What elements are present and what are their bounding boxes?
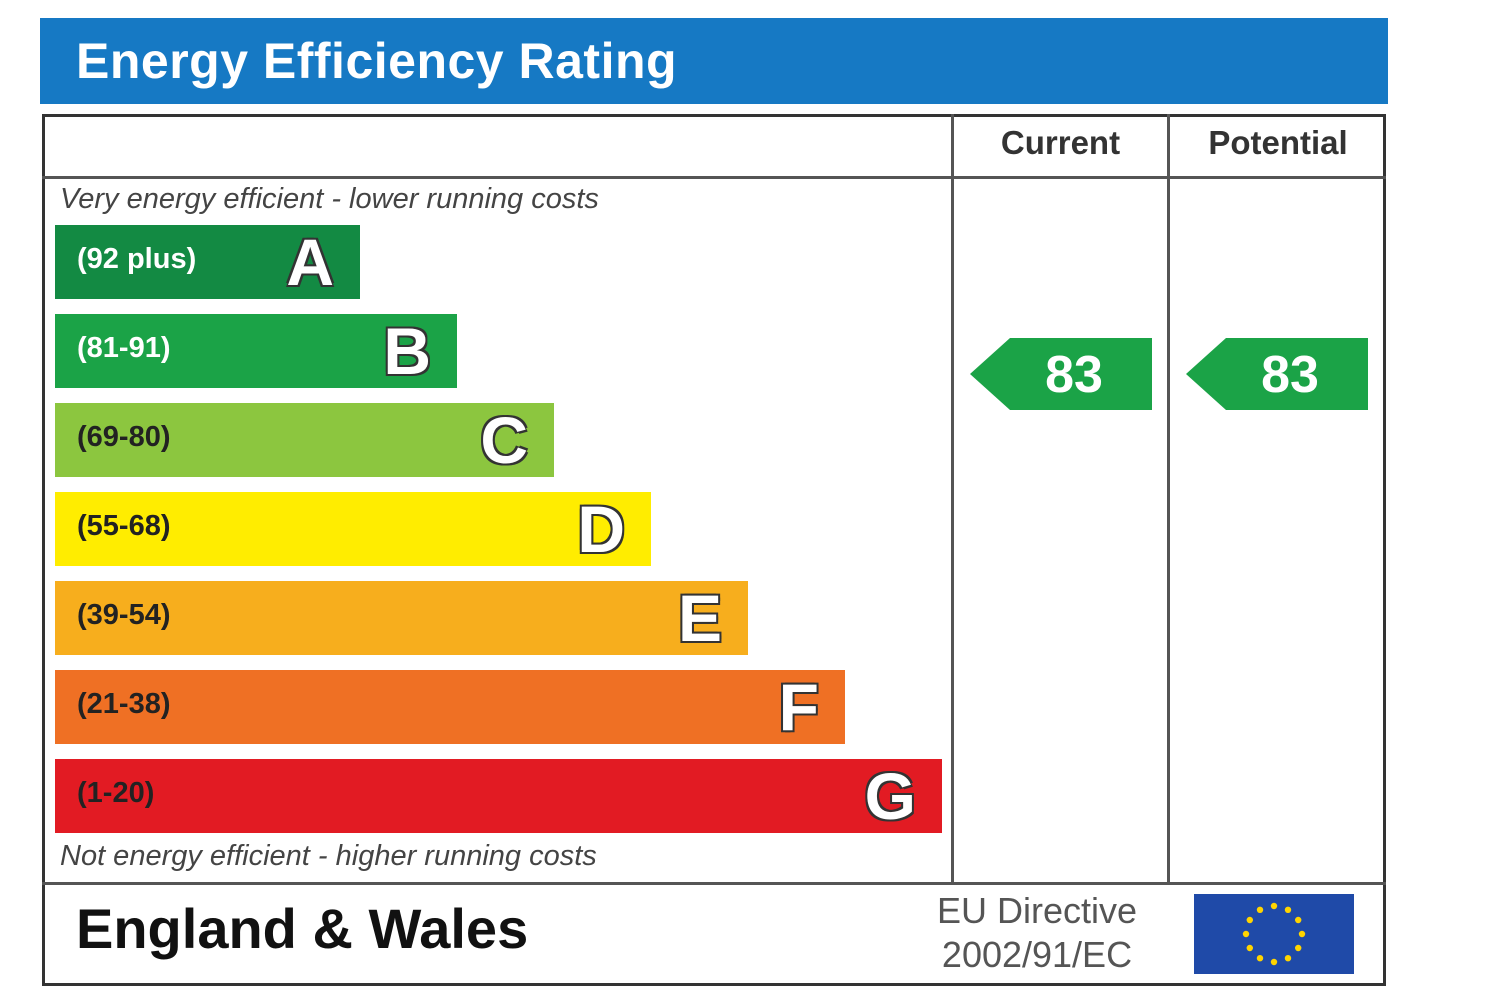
note-inefficient: Not energy efficient - higher running co… [60,840,597,872]
divider-potential [1167,114,1170,884]
band-range-label: (69-80) [77,421,171,453]
current-rating-shape [970,338,1152,410]
band-letter-label: F [778,670,819,744]
band-letter-label: D [577,492,625,566]
directive-line-1: EU Directive [936,890,1138,931]
directive-line-2: 2002/91/EC [941,934,1133,975]
footer-divider [42,882,1386,885]
note-efficient: Very energy efficient - lower running co… [60,183,599,215]
eu-flag-icon [1194,894,1354,974]
region-label: England & Wales [76,897,529,960]
eu-star [1295,944,1302,952]
header-divider [42,176,1386,179]
potential-rating-value: 83 [1261,346,1319,404]
eu-star [1246,944,1253,952]
current-rating-arrow: 83 [970,338,1152,410]
eu-star [1295,916,1302,924]
band-range-label: (81-91) [77,332,171,364]
band-b: (81-91) B [55,314,457,388]
column-potential-label: Potential [1208,124,1348,161]
band-range-label: (1-20) [77,777,155,809]
eu-star [1246,916,1253,924]
band-g: (1-20) G [55,759,942,833]
band-letter-label: G [864,759,916,833]
band-letter-label: E [677,581,722,655]
potential-rating-shape [1186,338,1368,410]
band-d: (55-68) D [55,492,651,566]
divider-current [951,114,954,884]
header-bar: Energy Efficiency Rating [40,18,1388,104]
band-letter-label: B [383,314,431,388]
band-e: (39-54) E [55,581,748,655]
band-a: (92 plus) A [55,225,360,299]
chart-title: Energy Efficiency Rating [76,33,678,89]
eu-star [1270,958,1278,966]
potential-rating-arrow: 83 [1186,338,1368,410]
band-range-label: (21-38) [77,688,171,720]
eu-star [1256,955,1264,962]
eu-star [1256,906,1264,913]
eu-star [1298,930,1306,938]
band-letter-label: A [286,225,334,299]
eu-star [1242,930,1250,938]
eu-star [1284,906,1292,913]
band-range-label: (39-54) [77,599,171,631]
band-range-label: (55-68) [77,510,171,542]
band-f: (21-38) F [55,670,845,744]
current-rating-value: 83 [1045,346,1103,404]
band-range-label: (92 plus) [77,243,197,275]
eu-star [1284,955,1292,962]
eu-star [1270,902,1278,910]
column-current-label: Current [1000,124,1121,161]
band-c: (69-80) C [55,403,554,477]
rating-frame [42,114,1386,986]
band-letter-label: C [480,403,528,477]
